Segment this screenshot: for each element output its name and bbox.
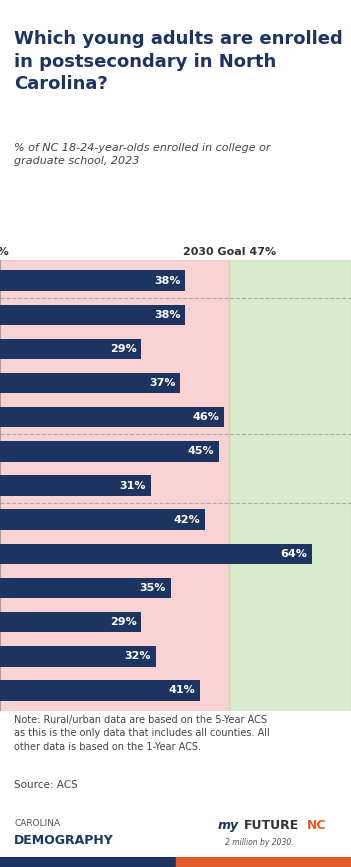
Text: 37%: 37% [149, 378, 176, 388]
Bar [0, 304, 185, 325]
Bar [0, 339, 141, 359]
Text: 32%: 32% [125, 651, 151, 662]
Bar [0, 271, 185, 290]
Text: % of NC 18-24-year-olds enrolled in college or
graduate school, 2023: % of NC 18-24-year-olds enrolled in coll… [14, 143, 271, 166]
Text: CAROLINA: CAROLINA [14, 819, 60, 828]
Bar [0, 260, 229, 711]
Bar [229, 260, 351, 711]
Text: my: my [218, 819, 239, 832]
Text: 64%: 64% [280, 549, 307, 559]
Bar [0, 475, 151, 496]
Text: FUTURE: FUTURE [244, 819, 299, 832]
Bar [0, 612, 141, 632]
Text: 35%: 35% [139, 583, 166, 593]
Text: Source: ACS: Source: ACS [14, 780, 78, 791]
Text: 45%: 45% [188, 447, 214, 456]
Text: DEMOGRAPHY: DEMOGRAPHY [14, 834, 114, 847]
Text: 29%: 29% [110, 344, 137, 354]
Text: 38%: 38% [154, 310, 180, 320]
Text: 2030 Goal 47%: 2030 Goal 47% [183, 247, 276, 257]
Bar [0, 577, 171, 598]
Bar [0, 857, 176, 867]
Text: 29%: 29% [110, 617, 137, 627]
Text: 41%: 41% [168, 686, 195, 695]
Bar [176, 857, 351, 867]
Bar [0, 373, 180, 394]
Bar [0, 544, 312, 564]
Bar [0, 681, 200, 701]
Text: Which young adults are enrolled
in postsecondary in North
Carolina?: Which young adults are enrolled in posts… [14, 30, 343, 93]
Bar [0, 441, 219, 461]
Text: NC: NC [307, 819, 327, 832]
Text: 0%: 0% [0, 247, 9, 257]
Text: Note: Rural/urban data are based on the 5-Year ACS
as this is the only data that: Note: Rural/urban data are based on the … [14, 715, 270, 752]
Text: 38%: 38% [154, 276, 180, 285]
Bar [0, 407, 224, 427]
Text: 2 million by 2030.: 2 million by 2030. [225, 838, 293, 847]
Text: 31%: 31% [120, 480, 146, 491]
Text: 42%: 42% [173, 515, 200, 525]
Bar [0, 646, 156, 667]
Bar [0, 510, 205, 530]
Text: 46%: 46% [192, 412, 219, 422]
